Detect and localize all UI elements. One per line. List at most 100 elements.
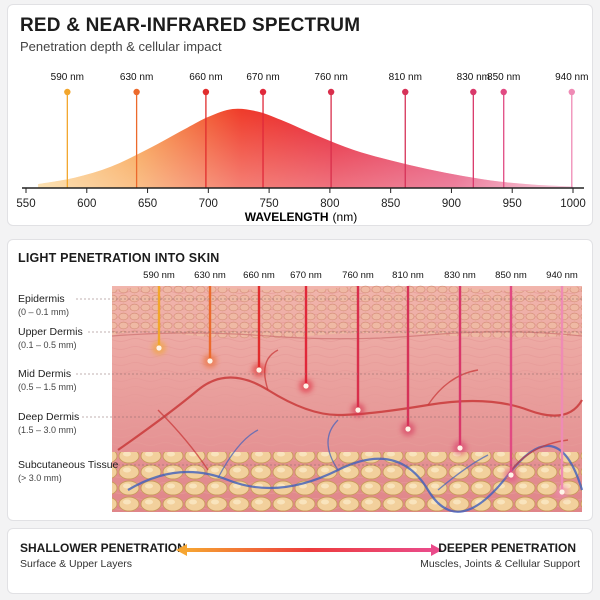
marker-label: 810 nm <box>389 72 422 83</box>
spectrum-title: RED & NEAR-INFRARED SPECTRUM <box>20 15 361 36</box>
layer-range: (1.5 – 3.0 mm) <box>18 425 77 435</box>
marker-670-nm: 670 nm <box>246 72 280 188</box>
layer-name: Subcutaneous Tissue <box>18 459 119 471</box>
beam-end-point <box>508 472 514 478</box>
spectrum-subtitle: Penetration depth & cellular impact <box>20 39 222 54</box>
x-tick-label: 550 <box>16 198 35 210</box>
beam-label: 940 nm <box>546 270 578 281</box>
deep-subtitle: Muscles, Joints & Cellular Support <box>420 558 580 570</box>
marker-850-nm: 850 nm <box>487 72 520 188</box>
beam-label: 660 nm <box>243 270 275 281</box>
marker-dot <box>500 88 507 96</box>
deep-title: DEEPER PENETRATION <box>438 541 576 555</box>
beam-end-point <box>303 383 309 389</box>
beam-end-point <box>156 345 162 351</box>
layer-range: (0.1 – 0.5 mm) <box>18 340 77 350</box>
marker-dot <box>133 88 140 96</box>
beam-830-nm: 830 nm <box>444 270 476 455</box>
x-tick-label: 900 <box>442 198 461 210</box>
layer-name: Mid Dermis <box>18 368 71 380</box>
shallow-subtitle: Surface & Upper Layers <box>20 558 133 570</box>
marker-label: 590 nm <box>51 72 84 83</box>
marker-label: 670 nm <box>246 72 279 83</box>
beam-590-nm: 590 nm <box>143 270 175 355</box>
beam-810-nm: 810 nm <box>392 270 424 436</box>
marker-830-nm: 830 nm <box>457 72 490 188</box>
marker-760-nm: 760 nm <box>314 72 348 188</box>
marker-dot <box>470 88 477 96</box>
marker-label: 940 nm <box>555 72 588 83</box>
beam-label: 850 nm <box>495 270 527 281</box>
marker-660-nm: 660 nm <box>189 72 223 188</box>
beam-end-point <box>256 367 262 373</box>
beam-label: 590 nm <box>143 270 175 281</box>
layer-3: Mid Dermis (0.5 – 1.5 mm) <box>18 368 582 392</box>
spectrum-curve-highlight <box>38 108 573 188</box>
beam-label: 630 nm <box>194 270 226 281</box>
beam-end-point <box>559 489 565 495</box>
beam-660-nm: 660 nm <box>243 270 275 377</box>
artery-vessel <box>117 376 583 451</box>
spectrum-panel: RED & NEAR-INFRARED SPECTRUM Penetration… <box>7 4 593 226</box>
dermal-boundary <box>111 331 583 340</box>
skin-cross-section <box>111 284 584 513</box>
arrow-left-head <box>176 544 187 556</box>
x-axis-label: WAVELENGTH (nm) <box>245 210 357 224</box>
arrow-right-head <box>431 544 442 556</box>
beam-940-nm: 940 nm <box>546 270 578 499</box>
layer-4: Deep Dermis (1.5 – 3.0 mm) <box>18 411 582 435</box>
marker-dot <box>202 88 210 96</box>
beam-end-point <box>207 358 213 364</box>
layer-1: Epidermis (0 – 0.1 mm) <box>18 293 582 317</box>
x-tick-label: 750 <box>260 198 279 210</box>
skin-diagram: 590 nm 630 nm 660 nm 670 nm 760 nm 810 nm 830 … <box>18 270 584 513</box>
marker-dot <box>259 88 267 96</box>
marker-label: 830 nm <box>457 72 490 83</box>
beam-670-nm: 670 nm <box>290 270 322 393</box>
x-tick-label: 1000 <box>560 198 586 210</box>
layer-name: Deep Dermis <box>18 411 79 423</box>
layer-range: (> 3.0 mm) <box>18 473 62 483</box>
x-tick-label: 800 <box>320 198 339 210</box>
beam-label: 670 nm <box>290 270 322 281</box>
beam-label: 760 nm <box>342 270 374 281</box>
marker-label: 630 nm <box>120 72 153 83</box>
beam-end-point <box>457 445 463 451</box>
layer-5: Subcutaneous Tissue (> 3.0 mm) <box>18 459 582 483</box>
penetration-legend: SHALLOWER PENETRATION Surface & Upper La… <box>7 528 593 594</box>
x-tick-label: 650 <box>138 198 157 210</box>
skin-panel: LIGHT PENETRATION INTO SKIN <box>7 239 593 521</box>
spectrum-chart: 590 nm 630 nm 660 nm 670 nm 760 nm 810 nm 830 … <box>16 72 588 224</box>
marker-label: 660 nm <box>189 72 222 83</box>
marker-dot <box>64 88 71 96</box>
skin-title: LIGHT PENETRATION INTO SKIN <box>18 251 220 265</box>
marker-dot <box>327 88 335 96</box>
depth-gradient-arrow <box>176 544 442 556</box>
beam-label: 830 nm <box>444 270 476 281</box>
beam-850-nm: 850 nm <box>495 270 527 482</box>
layer-range: (0.5 – 1.5 mm) <box>18 382 77 392</box>
epidermis-layer <box>112 284 582 339</box>
marker-940-nm: 940 nm <box>555 72 588 188</box>
layer-name: Upper Dermis <box>18 326 83 338</box>
marker-dot <box>568 88 575 96</box>
shallow-title: SHALLOWER PENETRATION <box>20 541 186 555</box>
beam-760-nm: 760 nm <box>342 270 374 417</box>
layer-range: (0 – 0.1 mm) <box>18 307 69 317</box>
beam-label: 810 nm <box>392 270 424 281</box>
marker-630-nm: 630 nm <box>120 72 153 188</box>
marker-label: 760 nm <box>314 72 347 83</box>
capillary-branches <box>157 349 569 476</box>
x-tick-label: 600 <box>77 198 96 210</box>
marker-810-nm: 810 nm <box>389 72 422 188</box>
x-tick-label: 700 <box>199 198 218 210</box>
beam-end-point <box>405 426 411 432</box>
x-tick-label: 950 <box>503 198 522 210</box>
layer-2: Upper Dermis (0.1 – 0.5 mm) <box>18 326 582 350</box>
marker-label: 850 nm <box>487 72 520 83</box>
layer-name: Epidermis <box>18 293 65 305</box>
marker-dot <box>402 88 409 96</box>
marker-590-nm: 590 nm <box>51 72 84 188</box>
beam-630-nm: 630 nm <box>194 270 226 368</box>
beam-end-point <box>355 407 361 413</box>
